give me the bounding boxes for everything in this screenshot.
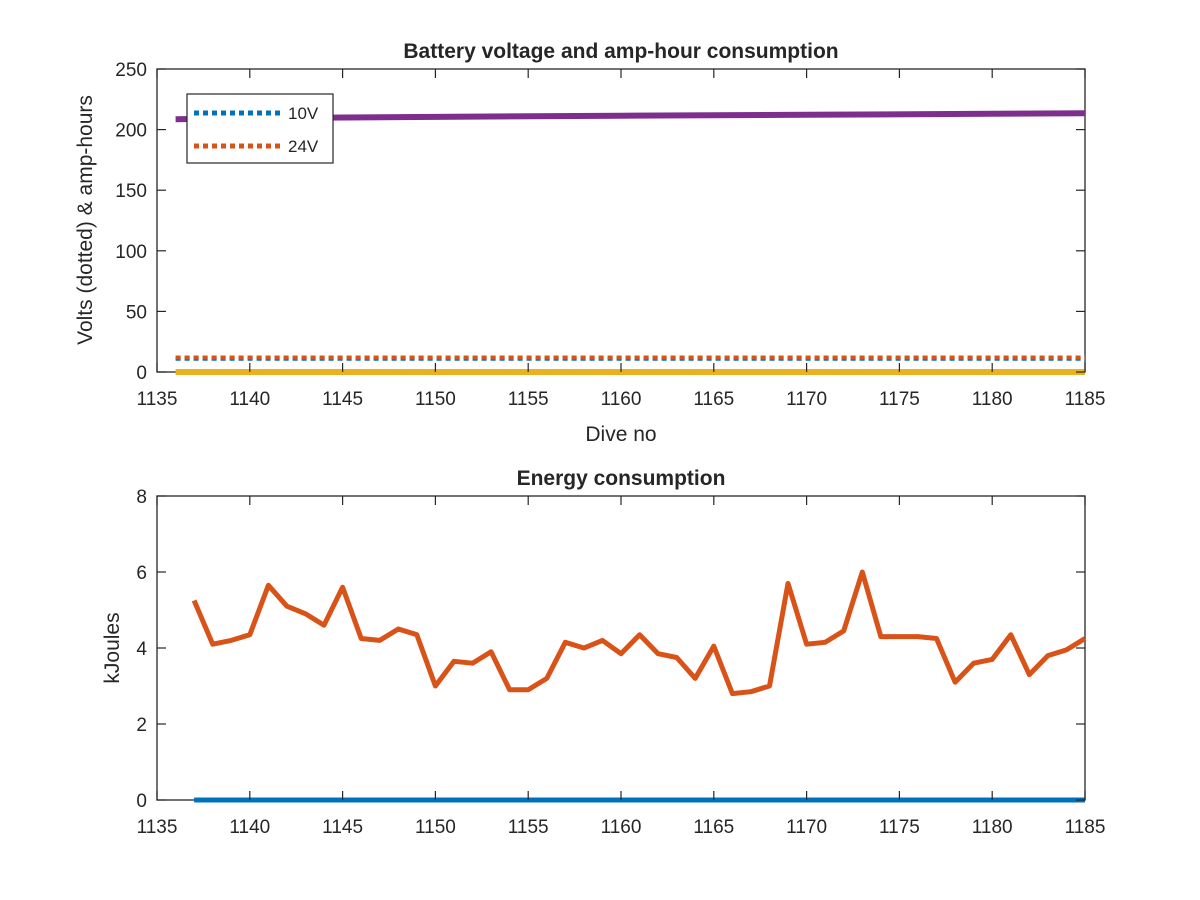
y-tick-label: 4 (136, 639, 147, 660)
x-tick-label: 1185 (1065, 389, 1106, 410)
x-tick-label: 1155 (508, 389, 549, 410)
legend: 10V 24V (186, 93, 334, 164)
chart-title: Energy consumption (517, 467, 726, 490)
x-tick-label: 1160 (601, 817, 642, 838)
y-axis-label: Volts (dotted) & amp-hours (74, 95, 97, 345)
x-tick-label: 1150 (415, 389, 456, 410)
x-tick-label: 1140 (229, 817, 270, 838)
x-tick-label: 1135 (137, 817, 178, 838)
chart-title: Battery voltage and amp-hour consumption (403, 40, 838, 63)
tick-layer: 1135 1140 1145 1150 1155 1160 1165 1170 1175 1180… (136, 487, 1105, 838)
x-tick-label: 1185 (1065, 817, 1106, 838)
legend-label-10v: 10V (288, 104, 319, 123)
x-tick-label: 1145 (322, 817, 363, 838)
x-tick-label: 1165 (693, 389, 734, 410)
x-tick-label: 1175 (879, 817, 920, 838)
legend-box (186, 93, 334, 164)
y-tick-label: 250 (115, 60, 147, 81)
x-tick-label: 1175 (879, 389, 920, 410)
y-tick-label: 6 (136, 563, 147, 584)
chart-battery-voltage: 1135 1140 1145 1150 1155 1160 1165 1170 1175 1180… (74, 40, 1105, 446)
x-axis-label: Dive no (585, 423, 656, 446)
y-tick-label: 100 (115, 242, 147, 263)
y-tick-label: 50 (126, 302, 147, 323)
x-tick-label: 1145 (322, 389, 363, 410)
chart-energy-consumption: 1135 1140 1145 1150 1155 1160 1165 1170 1175 1180… (101, 467, 1105, 838)
y-tick-label: 200 (115, 121, 147, 142)
x-tick-label: 1170 (786, 817, 827, 838)
y-tick-label: 150 (115, 181, 147, 202)
y-axis-label: kJoules (101, 612, 124, 683)
y-tick-label: 2 (136, 715, 147, 736)
series-line-1 (191, 569, 1087, 697)
y-tick-label: 0 (136, 363, 147, 384)
x-tick-label: 1135 (137, 389, 178, 410)
y-tick-label: 8 (136, 487, 147, 508)
x-tick-label: 1150 (415, 817, 456, 838)
axes-box (156, 495, 1086, 801)
x-tick-label: 1165 (693, 817, 734, 838)
x-tick-label: 1170 (786, 389, 827, 410)
x-tick-label: 1160 (601, 389, 642, 410)
x-tick-label: 1155 (508, 817, 549, 838)
x-tick-label: 1140 (229, 389, 270, 410)
tick-layer: 1135 1140 1145 1150 1155 1160 1165 1170 1175 1180… (115, 60, 1105, 410)
legend-label-24v: 24V (288, 137, 319, 156)
y-tick-label: 0 (136, 791, 147, 812)
x-tick-label: 1180 (972, 389, 1013, 410)
x-tick-label: 1180 (972, 817, 1013, 838)
